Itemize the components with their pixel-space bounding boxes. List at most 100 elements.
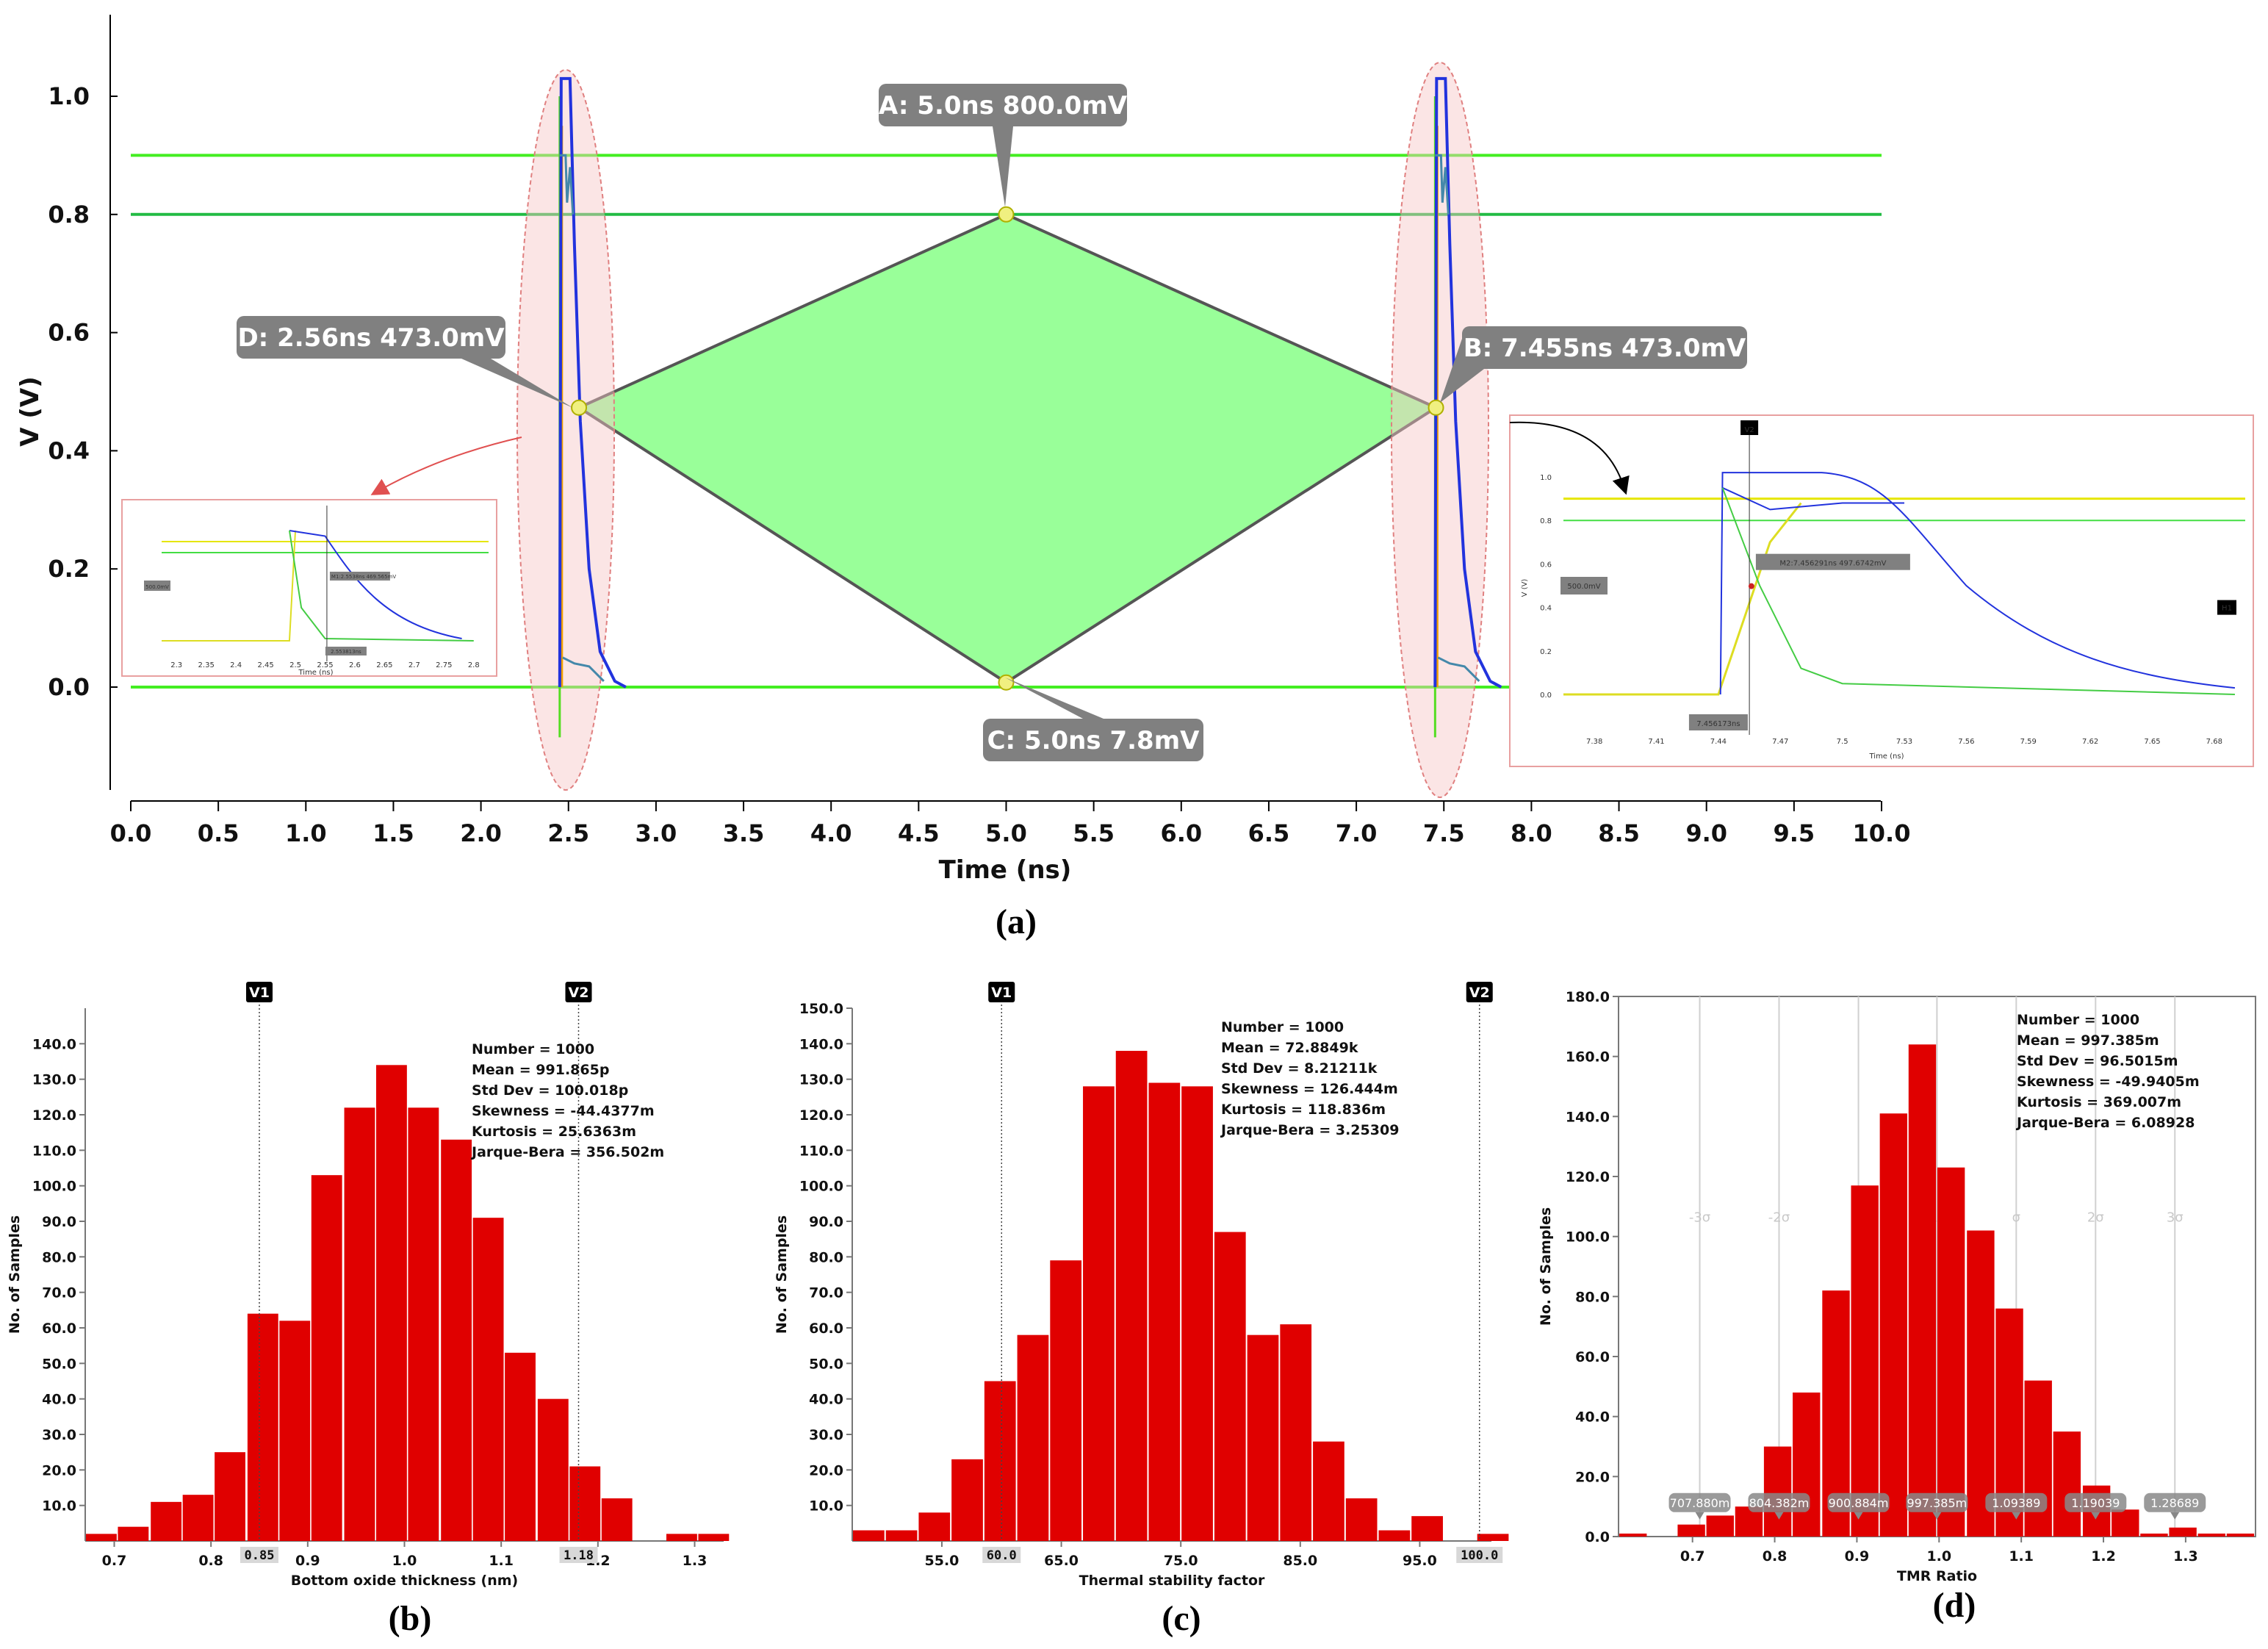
stats-line: Std Dev = 100.018p <box>472 1082 628 1099</box>
sigma-pin-label: 997.385m <box>1907 1496 1968 1510</box>
cursor-tag-box <box>1466 982 1493 1002</box>
inset-y-tick: 0.6 <box>1540 561 1552 569</box>
sigma-label: σ <box>2012 1210 2020 1225</box>
sigma-pin-label: 804.382m <box>1749 1496 1810 1510</box>
small-inset-x-tick: 2.65 <box>376 661 392 669</box>
histogram-bar <box>2226 1533 2255 1537</box>
x-tick-label: 1.0 <box>285 819 327 847</box>
y-tick-label: 80.0 <box>809 1249 843 1265</box>
y-tick-label: 10.0 <box>809 1498 843 1515</box>
histogram-bar <box>1148 1082 1181 1541</box>
y-tick-label: 0.8 <box>48 201 90 229</box>
small-inset-x-tick: 2.35 <box>198 661 215 669</box>
y-tick-label: 110.0 <box>799 1143 843 1159</box>
x-tick-label: 8.0 <box>1511 819 1552 847</box>
right-transition-highlight <box>1391 62 1489 798</box>
x-tick-label: 65.0 <box>1044 1553 1079 1569</box>
histogram-bar <box>1619 1533 1647 1537</box>
inset-marker-box <box>1755 553 1910 570</box>
y-tick-label: 20.0 <box>42 1462 76 1479</box>
y-tick-label: 110.0 <box>32 1143 76 1159</box>
y-tick-label: 20.0 <box>1575 1469 1610 1485</box>
cursor-tag-box <box>988 982 1015 1002</box>
small-inset-level-tag: 500.0mV <box>145 584 169 590</box>
sigma-pin-label: 1.19039 <box>2071 1496 2120 1510</box>
sigma-pin-pointer <box>1695 1512 1704 1520</box>
callout-box-A <box>879 84 1127 126</box>
y-tick-label: 10.0 <box>42 1498 76 1515</box>
histogram-bar <box>1345 1498 1378 1541</box>
cursor-tag: V2 <box>1469 985 1490 1001</box>
stats-line: Std Dev = 8.21211k <box>1221 1060 1378 1077</box>
inset-x-tick: 7.44 <box>1710 738 1727 746</box>
corner-marker-A <box>998 206 1015 223</box>
sigma-pin-pointer <box>2091 1512 2100 1520</box>
x-tick-label: 9.5 <box>1774 819 1815 847</box>
inset-x-tick: 7.62 <box>2082 738 2098 746</box>
histogram-bar <box>1763 1446 1792 1537</box>
y-tick-label: 100.0 <box>32 1179 76 1195</box>
small-inset-marker-box <box>329 572 390 581</box>
y-tick-label: 0.0 <box>48 673 90 701</box>
y-tick-label: 140.0 <box>1566 1109 1610 1125</box>
histogram-bar <box>1115 1051 1148 1541</box>
y-tick-label: 0.0 <box>1585 1529 1610 1545</box>
left-zoom-inset-plot: 2.3 2.35 2.4 2.45 2.5 2.55 2.6 2.65 2.7 2.75 2.8 Ti… <box>144 506 489 677</box>
x-tick-label: 3.5 <box>723 819 765 847</box>
histogram-bar <box>1017 1334 1049 1541</box>
y-axis-label: No. of Samples <box>774 1215 790 1334</box>
inset-y-tick: 0.2 <box>1540 648 1552 656</box>
small-inset-x-tick: 2.8 <box>468 661 480 669</box>
x-tick-label: 2.5 <box>547 819 589 847</box>
inset-y-tick: 0.4 <box>1540 605 1552 613</box>
callout-label-D: D: 2.56ns 473.0mV <box>237 323 505 353</box>
caption-b: (b) <box>389 1599 432 1638</box>
inset-x-label: Time (ns) <box>1868 752 1904 761</box>
right-zoom-inset: 0.0 0.2 0.4 0.6 0.8 1.0 7.38 7.41 7.44 7.47 7.5 7.5… <box>1509 414 2254 767</box>
stats-line: Mean = 997.385m <box>2017 1032 2159 1049</box>
y-tick-label: 20.0 <box>809 1462 843 1479</box>
y-tick-label: 130.0 <box>32 1072 76 1088</box>
histogram-bar <box>918 1512 951 1541</box>
inset-y-tick: 0.0 <box>1540 691 1552 700</box>
inset-time-box <box>1688 714 1748 730</box>
inset-marker-point <box>1748 583 1754 589</box>
inset-h1-tag: H1 <box>2222 605 2232 613</box>
small-inset-x-tick: 2.75 <box>436 661 452 669</box>
x-tick-label: 1.1 <box>2009 1548 2034 1564</box>
x-tick-label: 5.0 <box>985 819 1027 847</box>
x-tick-label: 1.3 <box>683 1553 708 1569</box>
small-inset-yellow-trace <box>162 530 297 642</box>
x-tick-label: 75.0 <box>1164 1553 1198 1569</box>
y-tick-label: 40.0 <box>42 1392 76 1408</box>
inset-x-tick: 7.41 <box>1648 738 1664 746</box>
histogram-bar <box>1313 1441 1344 1541</box>
corner-marker-D <box>571 399 588 416</box>
callout-box-B <box>1462 326 1747 369</box>
x-tick-label: 10.0 <box>1853 819 1911 847</box>
y-tick-label: 120.0 <box>32 1107 76 1124</box>
x-tick-label: 0.9 <box>1845 1548 1870 1564</box>
cursor-tag-box <box>565 982 592 1002</box>
x-tick-label: 7.0 <box>1336 819 1378 847</box>
sigma-pin-pointer <box>1854 1512 1863 1520</box>
sigma-pin-pointer <box>1932 1512 1942 1520</box>
x-tick-label: 0.9 <box>295 1553 320 1569</box>
x-tick-label: 8.5 <box>1598 819 1640 847</box>
histogram-bar <box>1477 1534 1509 1541</box>
small-inset-x-tick: 2.7 <box>408 661 420 669</box>
histogram-bar <box>151 1501 182 1541</box>
stats-line: Number = 1000 <box>2017 1012 2139 1028</box>
inset-x-tick: 7.59 <box>2020 738 2037 746</box>
y-tick-label: 130.0 <box>799 1072 843 1088</box>
x-tick-label: 95.0 <box>1403 1553 1437 1569</box>
histogram-bar <box>2053 1431 2081 1537</box>
stats-line: Kurtosis = 369.007m <box>2017 1094 2181 1110</box>
caption-d: (d) <box>1933 1586 1976 1625</box>
inset-x-tick: 7.65 <box>2144 738 2160 746</box>
y-tick-label: 1.0 <box>48 82 90 110</box>
right-inset-arrow <box>1509 421 1630 495</box>
callout-pointer-A <box>993 126 1013 207</box>
x-tick-label: 4.0 <box>810 819 852 847</box>
